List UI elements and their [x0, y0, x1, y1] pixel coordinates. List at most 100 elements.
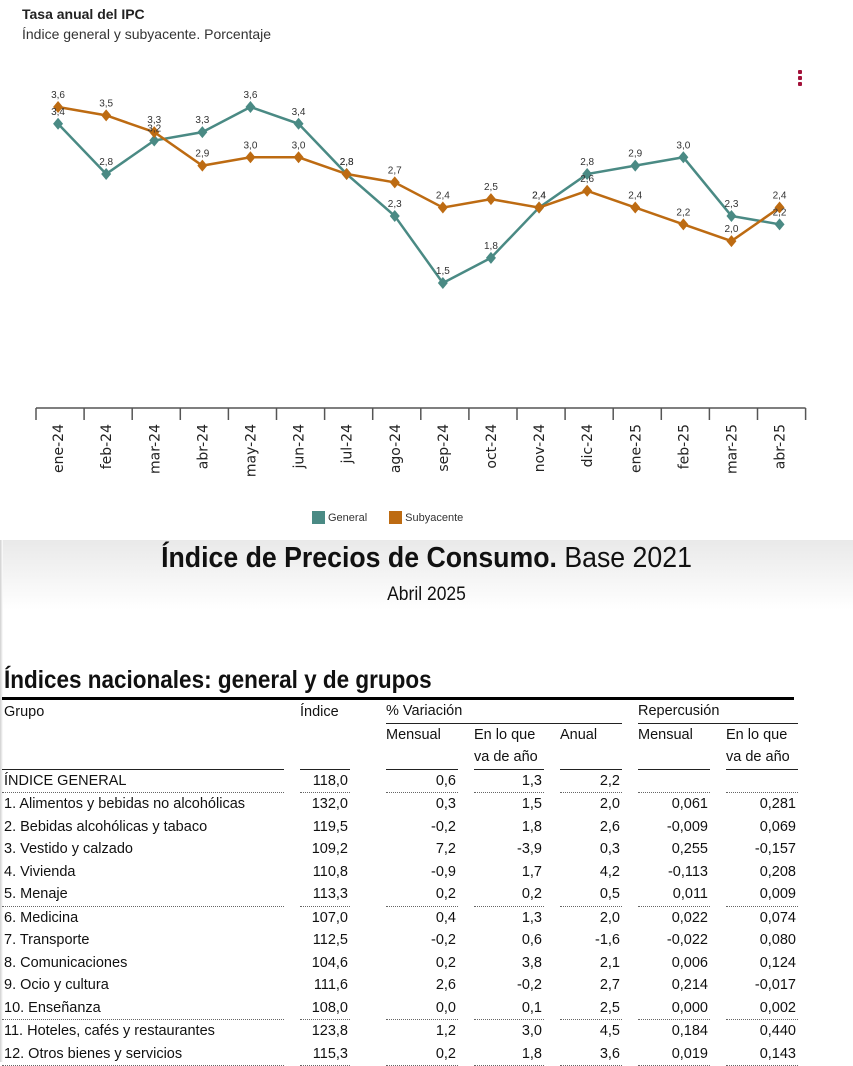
- row-rep-mensual: 0,019: [638, 1043, 710, 1066]
- data-point-marker[interactable]: [726, 235, 736, 247]
- data-point-marker[interactable]: [101, 109, 111, 121]
- row-rep-mensual: 0,184: [638, 1020, 710, 1043]
- data-point-marker[interactable]: [630, 202, 640, 214]
- data-label: 2,3: [724, 199, 738, 210]
- data-point-marker[interactable]: [197, 160, 207, 172]
- data-label: 2,6: [580, 174, 594, 185]
- data-label: 2,4: [436, 191, 450, 202]
- data-label: 3,4: [51, 107, 65, 118]
- data-point-marker[interactable]: [582, 185, 592, 197]
- row-rep-ano: 0,069: [726, 816, 798, 839]
- x-axis-label: may-24: [243, 424, 259, 477]
- data-point-marker[interactable]: [775, 218, 785, 230]
- row-var-anual: 2,2: [560, 770, 622, 794]
- data-label: 2,2: [676, 207, 690, 218]
- row-grupo: 4. Vivienda: [2, 861, 284, 884]
- row-var-ano: 0,1: [474, 997, 544, 1021]
- row-var-mensual: 0,2: [386, 952, 458, 975]
- row-var-anual: 2,0: [560, 907, 622, 930]
- data-point-marker[interactable]: [438, 202, 448, 214]
- row-var-ano: 1,8: [474, 816, 544, 839]
- header-rep-en-lo-que-2: va de año: [726, 746, 798, 770]
- row-indice: 104,6: [300, 952, 350, 975]
- data-label: 3,5: [99, 98, 113, 109]
- data-label: 3,6: [243, 90, 257, 101]
- data-label: 3,3: [147, 115, 161, 126]
- row-var-mensual: -0,9: [386, 861, 458, 884]
- row-rep-mensual: 0,061: [638, 793, 710, 816]
- row-rep-ano: 0,002: [726, 997, 798, 1021]
- data-label: 2,8: [99, 157, 113, 168]
- row-rep-mensual: 0,000: [638, 997, 710, 1021]
- data-label: 2,3: [388, 199, 402, 210]
- row-indice: 107,0: [300, 907, 350, 930]
- row-indice: 119,5: [300, 816, 350, 839]
- data-point-marker[interactable]: [390, 176, 400, 188]
- row-rep-ano: 0,124: [726, 952, 798, 975]
- row-rep-mensual: -0,113: [638, 861, 710, 884]
- data-label: 2,8: [340, 157, 354, 168]
- row-var-anual: -1,6: [560, 929, 622, 952]
- data-point-marker[interactable]: [245, 151, 255, 163]
- data-label: 2,9: [195, 149, 209, 160]
- row-indice: 115,3: [300, 1043, 350, 1066]
- data-point-marker[interactable]: [630, 160, 640, 172]
- row-rep-mensual: 0,214: [638, 974, 710, 997]
- document-title-bold: Índice de Precios de Consumo.: [161, 542, 557, 574]
- row-grupo: 5. Menaje: [2, 883, 284, 907]
- row-var-ano: -0,2: [474, 974, 544, 997]
- data-point-marker[interactable]: [245, 101, 255, 113]
- row-var-mensual: 0,4: [386, 907, 458, 930]
- header-repercusion: Repercusión: [638, 700, 798, 724]
- legend-swatch-subyacente: [389, 511, 402, 524]
- row-var-ano: 1,7: [474, 861, 544, 884]
- row-var-anual: 3,6: [560, 1043, 622, 1066]
- x-axis-label: abr-24: [195, 424, 211, 469]
- header-indice: Índice: [300, 700, 350, 724]
- legend-item-general[interactable]: General: [312, 511, 367, 524]
- section-title: Índices nacionales: general y de grupos: [4, 666, 432, 695]
- data-point-marker[interactable]: [678, 218, 688, 230]
- row-indice: 118,0: [300, 770, 350, 794]
- header-rep-mensual: Mensual: [638, 724, 710, 747]
- data-label: 2,9: [628, 149, 642, 160]
- document-title: Índice de Precios de Consumo. Base 2021: [34, 542, 819, 575]
- row-indice: 123,8: [300, 1020, 350, 1043]
- legend-item-subyacente[interactable]: Subyacente: [389, 511, 463, 524]
- row-var-ano: -3,9: [474, 838, 544, 861]
- data-point-marker[interactable]: [197, 126, 207, 138]
- data-point-marker[interactable]: [486, 193, 496, 205]
- row-indice: 108,0: [300, 997, 350, 1021]
- series-line-subyacente: [58, 107, 780, 241]
- data-label: 3,3: [195, 115, 209, 126]
- row-var-mensual: 0,3: [386, 793, 458, 816]
- data-label: 1,5: [436, 266, 450, 277]
- row-var-ano: 1,8: [474, 1043, 544, 1066]
- data-label: 1,8: [484, 241, 498, 252]
- data-label: 3,6: [51, 90, 65, 101]
- row-var-anual: 0,3: [560, 838, 622, 861]
- row-grupo: 6. Medicina: [2, 907, 284, 930]
- x-axis-label: sep-24: [436, 424, 452, 472]
- row-var-ano: 3,8: [474, 952, 544, 975]
- legend-label-subyacente: Subyacente: [405, 512, 463, 524]
- row-grupo: 2. Bebidas alcohólicas y tabaco: [2, 816, 284, 839]
- row-grupo: 11. Hoteles, cafés y restaurantes: [2, 1020, 284, 1043]
- data-label: 2,4: [532, 191, 546, 202]
- data-label: 3,0: [676, 140, 690, 151]
- x-axis-label: oct-24: [484, 424, 500, 469]
- row-var-anual: 4,5: [560, 1020, 622, 1043]
- x-axis-label: jul-24: [340, 424, 356, 465]
- x-axis-label: feb-25: [676, 424, 692, 469]
- x-axis-label: mar-24: [147, 424, 163, 474]
- row-rep-ano: 0,440: [726, 1020, 798, 1043]
- row-var-anual: 2,6: [560, 816, 622, 839]
- row-indice: 113,3: [300, 883, 350, 907]
- data-point-marker[interactable]: [294, 151, 304, 163]
